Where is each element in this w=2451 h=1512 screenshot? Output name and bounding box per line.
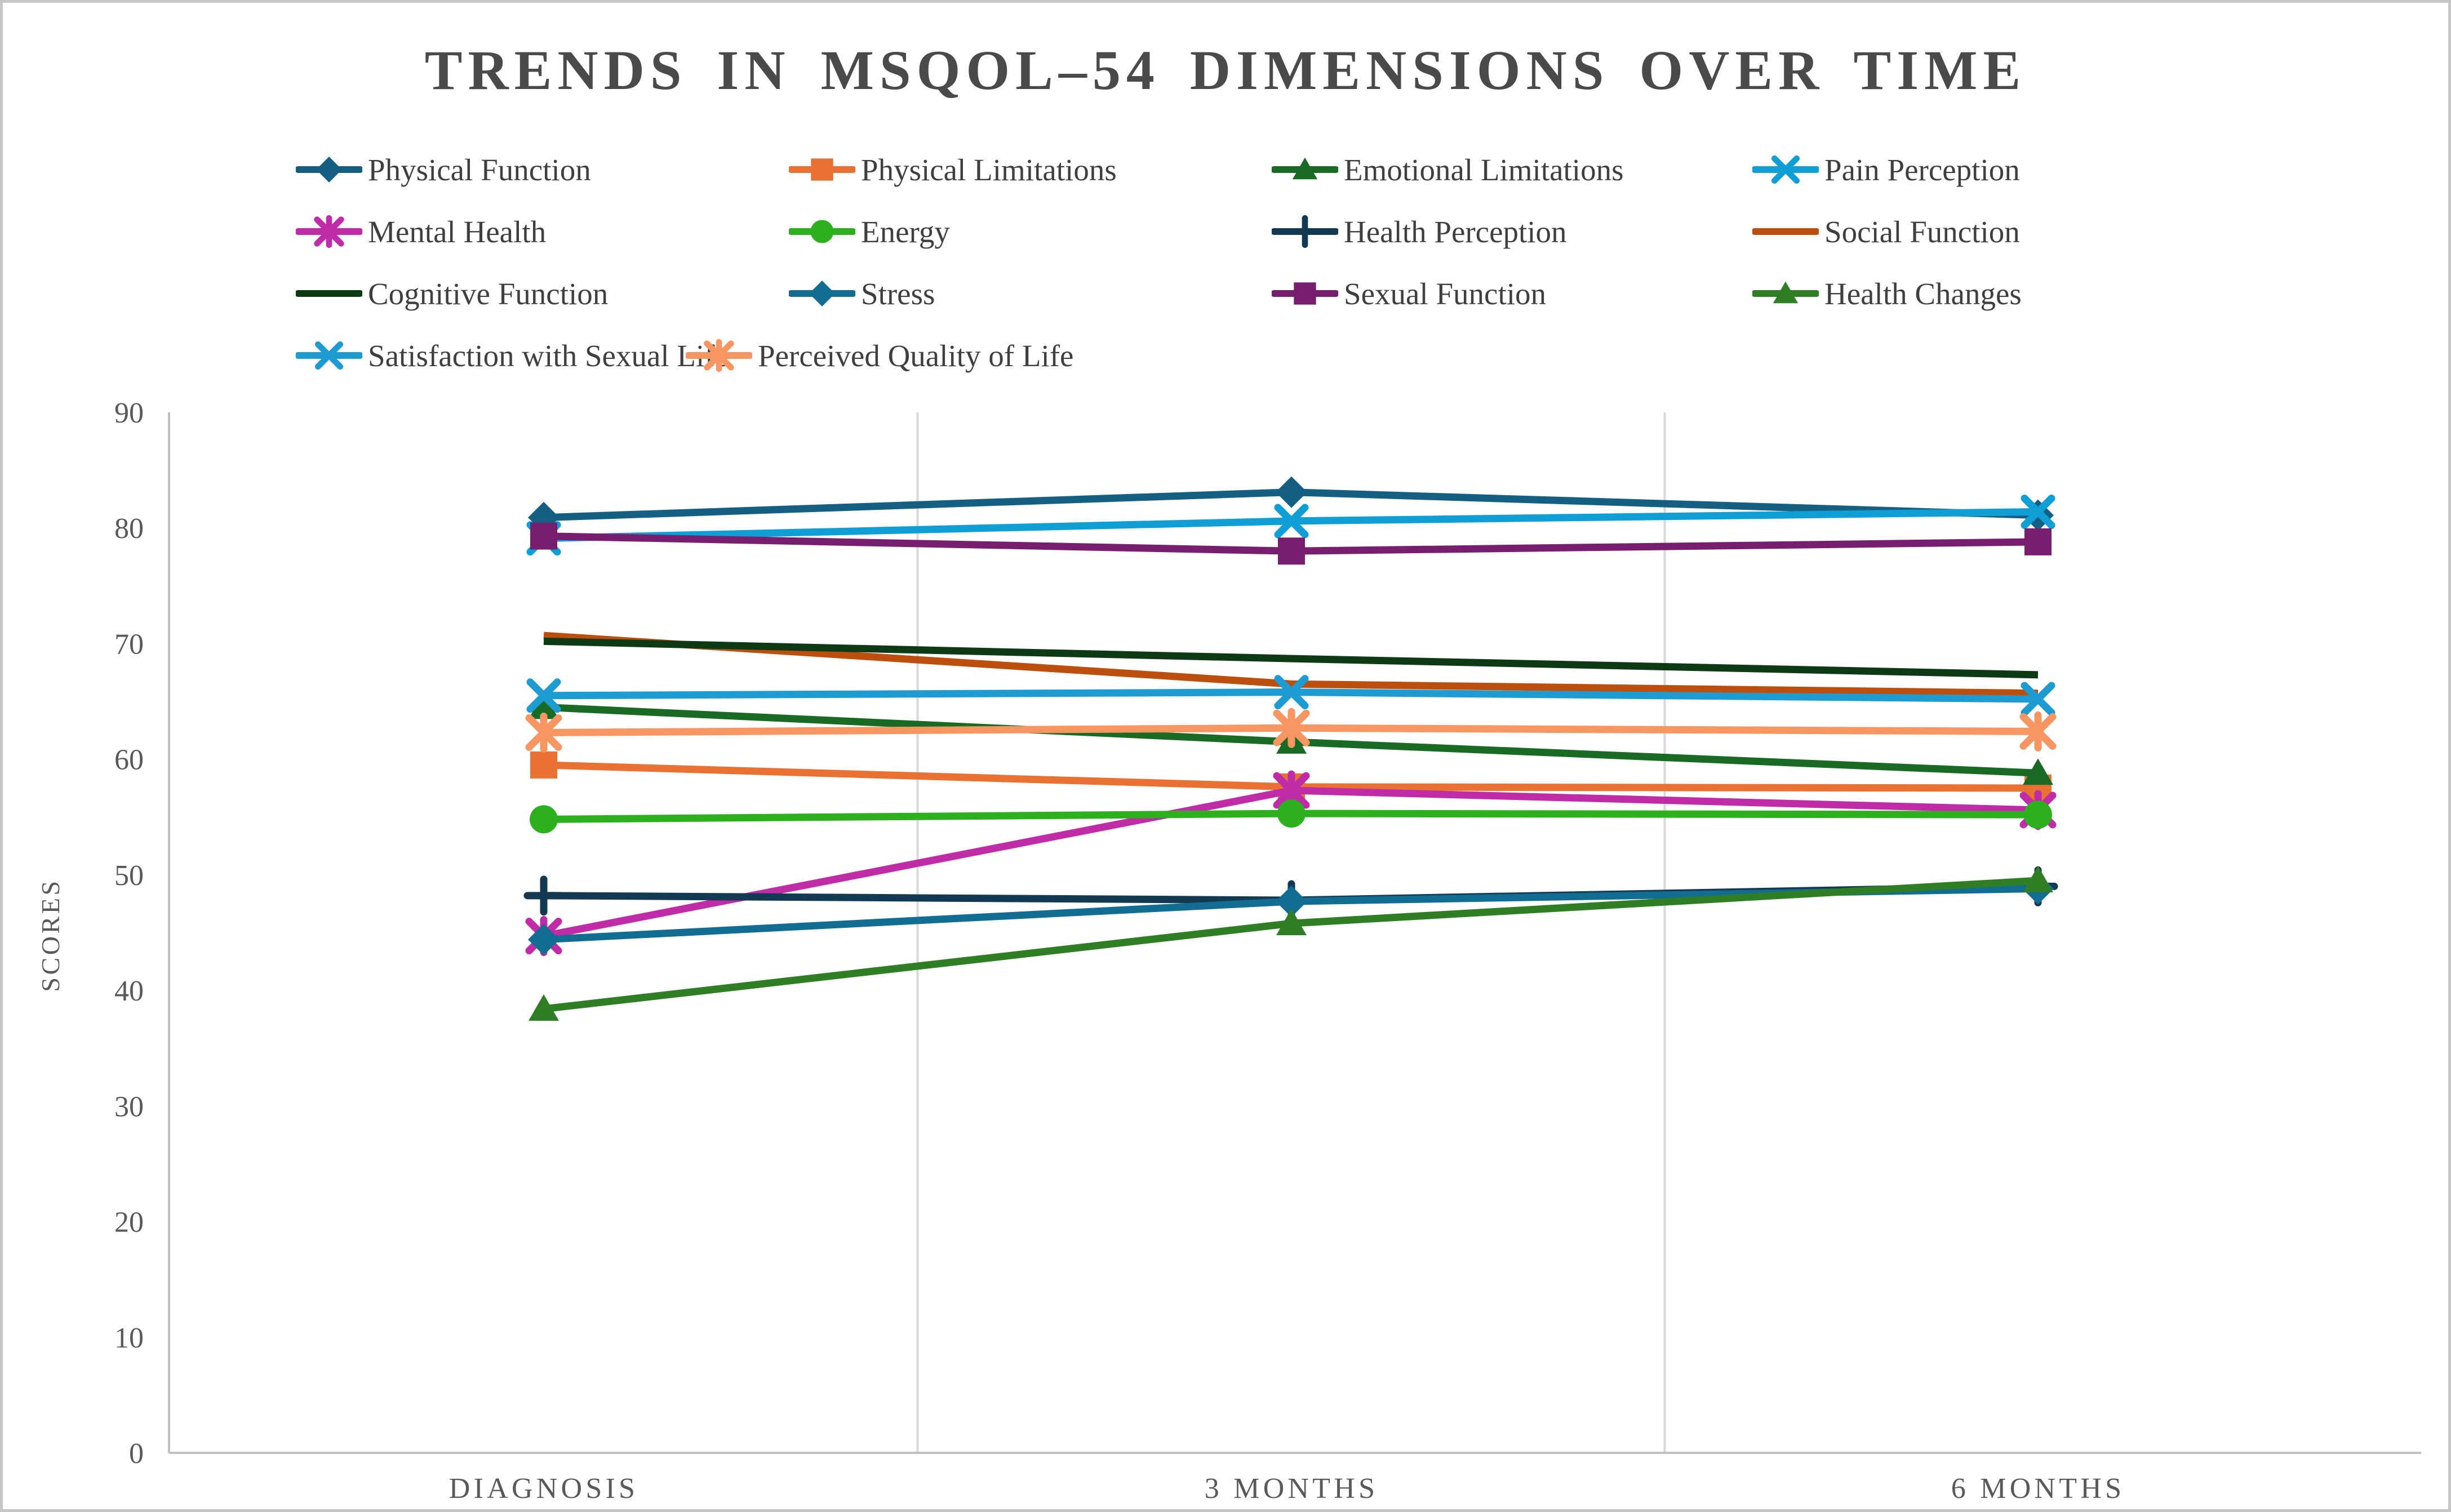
series-marker-pain-perception	[2021, 494, 2055, 529]
x-tick-label: DIAGNOSIS	[449, 1473, 638, 1505]
series-marker-health-changes	[1276, 909, 1307, 936]
series-marker-health-changes	[529, 994, 559, 1021]
legend-label: Emotional Limitations	[1344, 152, 1624, 187]
legend-label: Stress	[861, 276, 935, 311]
legend-item-health-changes: Health Changes	[1752, 271, 2022, 316]
square-swatch-icon	[789, 158, 855, 181]
series-marker-satisfaction-with-sexual-life	[526, 678, 561, 713]
legend-item-emotional-limitations: Emotional Limitations	[1272, 147, 1623, 192]
x-swatch-icon	[296, 341, 362, 370]
y-tick-label: 30	[114, 1091, 144, 1123]
diamond-swatch-icon	[789, 281, 855, 306]
legend-label: Energy	[861, 214, 950, 249]
x-tick-label: 3 MONTHS	[1205, 1473, 1379, 1505]
legend-item-satisfaction-with-sexual-life: Satisfaction with Sexual Life	[296, 333, 729, 378]
legend-item-health-perception: Health Perception	[1272, 209, 1567, 254]
series-marker-energy	[530, 805, 558, 834]
legend-item-energy: Energy	[789, 209, 950, 254]
series-marker-health-perception	[523, 875, 564, 916]
legend-label: Sexual Function	[1344, 276, 1547, 311]
legend-label: Health Changes	[1824, 276, 2022, 311]
series-marker-energy	[2024, 801, 2052, 829]
triangle-swatch-icon	[1752, 281, 1819, 304]
legend-item-stress: Stress	[789, 271, 935, 316]
legend-item-physical-limitations: Physical Limitations	[789, 147, 1117, 192]
asterisk-swatch-icon	[686, 339, 752, 372]
series-marker-stress	[528, 923, 560, 955]
series-marker-satisfaction-with-sexual-life	[1274, 675, 1309, 710]
line-chart: 0 10 20 30 40 50 60 70 80 90 SCORES DIAGNOSIS 3 MONT…	[36, 397, 2421, 1505]
series-marker-stress	[1276, 886, 1307, 918]
legend-label: Social Function	[1824, 214, 2020, 249]
y-tick-label: 10	[114, 1322, 144, 1354]
plus-swatch-icon	[1272, 215, 1338, 248]
legend-label: Physical Function	[368, 152, 591, 187]
line-swatch-icon	[1752, 228, 1819, 235]
legend-item-mental-health: Mental Health	[296, 209, 546, 254]
diamond-swatch-icon	[296, 157, 362, 183]
square-swatch-icon	[1272, 282, 1338, 305]
series-line-social-function	[543, 632, 2039, 697]
series-marker-energy	[1277, 799, 1306, 828]
series-marker-pain-perception	[1274, 504, 1309, 539]
x-tick-label: 6 MONTHS	[1951, 1473, 2125, 1505]
y-tick-label: 20	[114, 1207, 144, 1239]
x-swatch-icon	[1752, 155, 1819, 184]
series-marker-sexual-function	[1278, 537, 1305, 565]
legend-label: Mental Health	[368, 214, 547, 249]
series-marker-health-changes	[2023, 866, 2053, 893]
y-tick-label: 50	[114, 860, 144, 892]
series-marker-physical-limitations	[530, 751, 557, 779]
series-marker-perceived-quality-of-life	[1273, 708, 1310, 748]
legend-label: Pain Perception	[1824, 152, 2020, 187]
y-tick-label: 80	[114, 513, 144, 545]
circle-swatch-icon	[789, 220, 855, 243]
asterisk-swatch-icon	[296, 215, 362, 248]
y-tick-label: 70	[114, 628, 144, 660]
y-axis-title: SCORES	[36, 878, 65, 991]
y-tick-label: 90	[114, 397, 144, 429]
series-marker-emotional-limitations	[529, 692, 559, 719]
y-tick-label: 0	[129, 1438, 144, 1470]
chart-title: TRENDS IN MSQOL–54 DIMENSIONS OVER TIME	[424, 39, 2027, 101]
legend-item-sexual-function: Sexual Function	[1272, 271, 1546, 316]
triangle-swatch-icon	[1272, 157, 1338, 180]
line-swatch-icon	[296, 290, 362, 297]
legend-item-pain-perception: Pain Perception	[1752, 147, 2020, 192]
series-marker-sexual-function	[530, 522, 557, 550]
y-tick-label: 40	[114, 975, 144, 1007]
legend-label: Physical Limitations	[861, 152, 1117, 187]
legend-item-perceived-quality-of-life: Perceived Quality of Life	[686, 333, 1073, 378]
legend-item-cognitive-function: Cognitive Function	[296, 271, 608, 316]
legend-label: Perceived Quality of Life	[758, 338, 1074, 373]
y-tick-label: 60	[114, 744, 144, 776]
series-marker-satisfaction-with-sexual-life	[2021, 682, 2055, 717]
series-marker-perceived-quality-of-life	[2019, 711, 2057, 751]
series-marker-emotional-limitations	[2023, 758, 2053, 785]
legend-label: Cognitive Function	[368, 276, 609, 311]
legend-label: Satisfaction with Sexual Life	[368, 338, 729, 373]
chart-legend: Physical Function Physical Limitations Emo…	[3, 3, 2448, 397]
series-marker-perceived-quality-of-life	[525, 712, 562, 753]
series-line-cognitive-function	[543, 637, 2039, 679]
legend-label: Health Perception	[1344, 214, 1567, 249]
series-marker-sexual-function	[2024, 528, 2052, 555]
series-marker-physical-function	[1276, 476, 1307, 508]
legend-item-physical-function: Physical Function	[296, 147, 591, 192]
legend-item-social-function: Social Function	[1752, 209, 2020, 254]
